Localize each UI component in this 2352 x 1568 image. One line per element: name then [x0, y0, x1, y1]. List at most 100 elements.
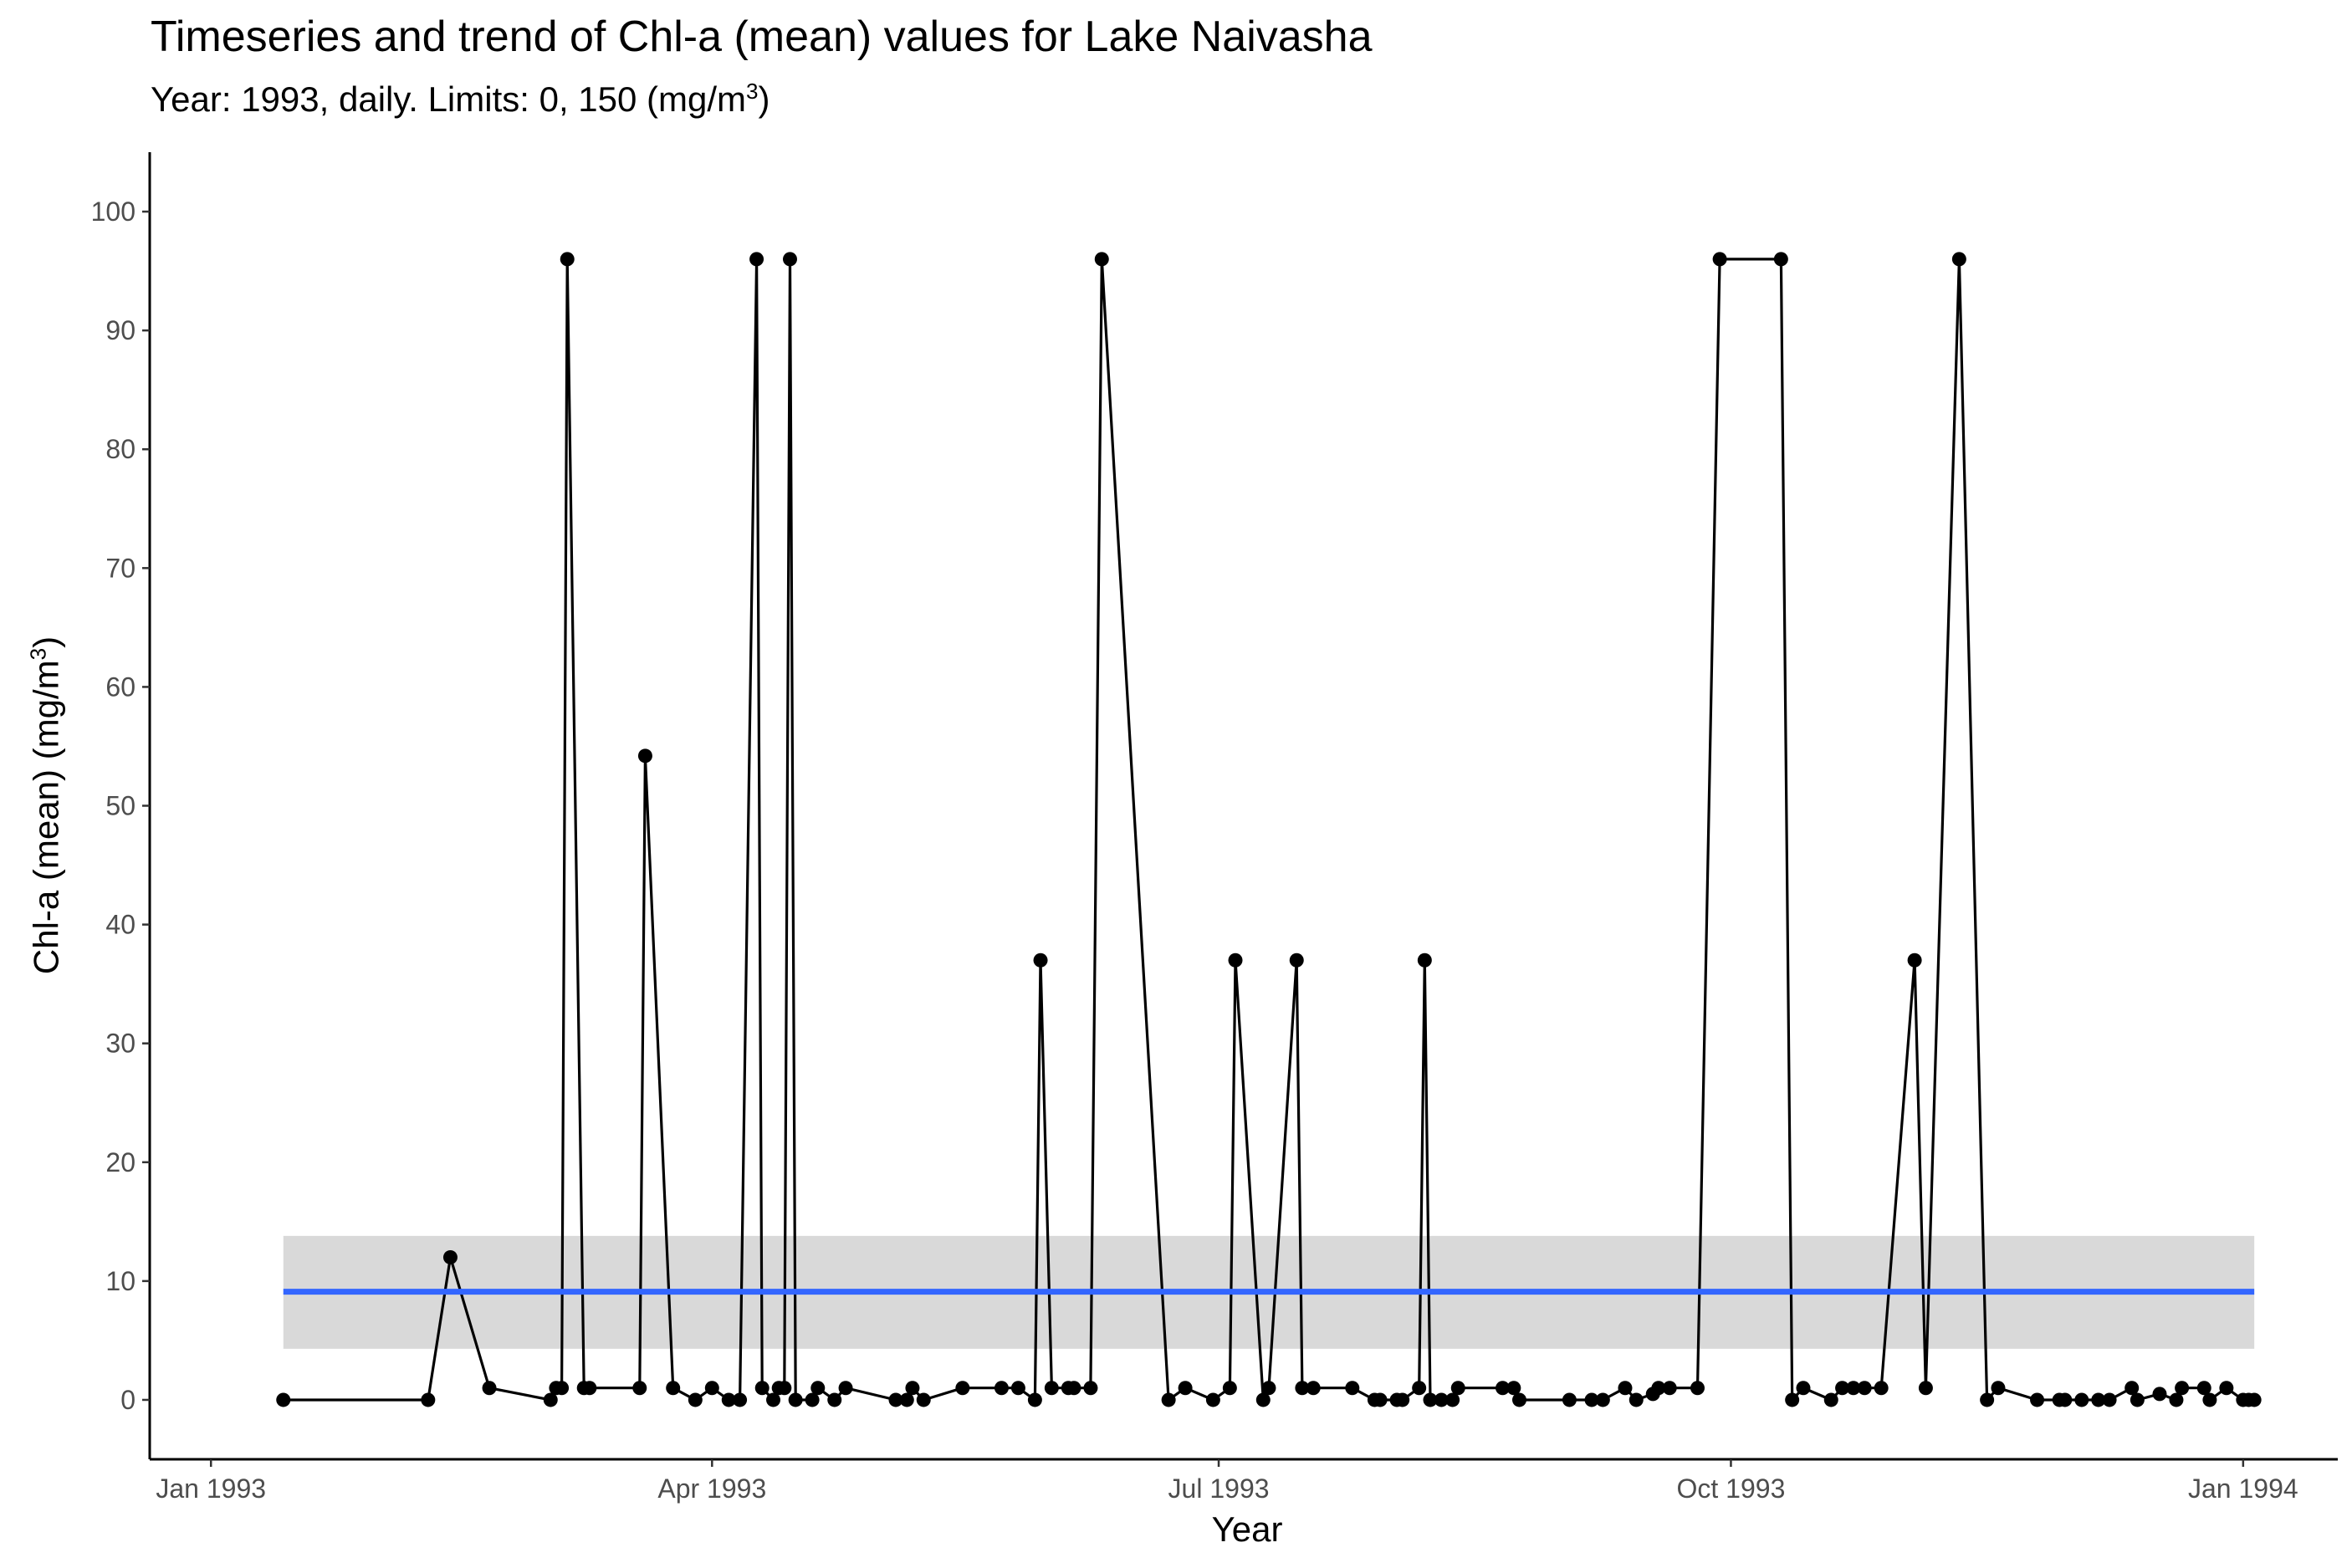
x-tick-label: Jan 1994: [2188, 1474, 2298, 1504]
data-point: [1584, 1392, 1599, 1407]
points-layer: [276, 252, 2262, 1407]
data-point: [1044, 1381, 1059, 1396]
axes-layer: 0 10 20 30 40 50 60 70 80 90 100 Jan 1993 Apr 1993 Ju…: [91, 152, 2338, 1504]
x-tick-label: Jul 1993: [1168, 1474, 1270, 1504]
data-point: [442, 1249, 458, 1264]
data-point: [888, 1392, 903, 1407]
data-point: [1951, 252, 1966, 267]
data-point: [688, 1392, 703, 1407]
data-point: [1395, 1392, 1410, 1407]
data-point: [2058, 1392, 2073, 1407]
data-point: [749, 252, 764, 267]
data-point: [788, 1392, 803, 1407]
data-point: [704, 1381, 719, 1396]
data-point: [2091, 1392, 2106, 1407]
data-point: [1289, 953, 1304, 968]
data-point: [1618, 1381, 1633, 1396]
data-point: [2202, 1392, 2217, 1407]
data-point: [1094, 252, 1109, 267]
x-tick-label: Apr 1993: [657, 1474, 766, 1504]
data-point: [276, 1392, 291, 1407]
x-axis-title: Year: [1211, 1509, 1283, 1549]
data-point: [2219, 1381, 2234, 1396]
x-tick-label: Jan 1993: [156, 1474, 266, 1504]
data-point: [1412, 1381, 1427, 1396]
y-tick-label: 50: [105, 791, 135, 821]
y-tick-label: 10: [105, 1266, 135, 1296]
data-point: [2130, 1392, 2145, 1407]
data-point: [2247, 1392, 2262, 1407]
data-point: [1010, 1381, 1025, 1396]
y-tick-label: 70: [105, 553, 135, 583]
data-point: [1595, 1392, 1610, 1407]
data-point: [777, 1381, 792, 1396]
chart-subtitle: Year: 1993, daily. Limits: 0, 150 (mg/m3…: [151, 79, 770, 119]
y-tick-label: 100: [91, 197, 135, 227]
y-tick-label: 90: [105, 315, 135, 345]
data-point: [1562, 1392, 1577, 1407]
data-point: [1417, 953, 1432, 968]
data-point: [955, 1381, 970, 1396]
data-point: [1785, 1392, 1800, 1407]
data-point: [2169, 1392, 2184, 1407]
data-point: [1712, 252, 1727, 267]
data-point: [1161, 1392, 1176, 1407]
data-point: [543, 1392, 558, 1407]
data-point: [421, 1392, 436, 1407]
data-point: [1823, 1392, 1838, 1407]
series-line: [283, 258, 2255, 1402]
y-tick-label: 30: [105, 1029, 135, 1059]
data-point: [905, 1381, 920, 1396]
data-point: [666, 1381, 681, 1396]
data-point: [1506, 1381, 1521, 1396]
data-point: [482, 1381, 497, 1396]
data-point: [916, 1392, 931, 1407]
data-point: [1773, 252, 1788, 267]
data-point: [1835, 1381, 1850, 1396]
data-point: [2196, 1381, 2211, 1396]
data-point: [637, 748, 652, 764]
data-point: [1991, 1381, 2006, 1396]
data-point: [1907, 953, 1922, 968]
data-point: [899, 1392, 914, 1407]
data-point: [827, 1392, 842, 1407]
data-point: [582, 1381, 597, 1396]
data-point: [1066, 1381, 1081, 1396]
chart-title: Timeseries and trend of Chl-a (mean) val…: [151, 13, 1373, 61]
data-point: [1511, 1392, 1526, 1407]
data-point: [1690, 1381, 1705, 1396]
data-point: [994, 1381, 1009, 1396]
data-point: [555, 1381, 570, 1396]
data-point: [1796, 1381, 1811, 1396]
data-point: [2030, 1392, 2045, 1407]
data-point: [1373, 1392, 1388, 1407]
data-point: [1846, 1381, 1861, 1396]
data-point: [2124, 1381, 2140, 1396]
data-point: [1222, 1381, 1237, 1396]
data-point: [1874, 1381, 1889, 1396]
series-layer: [283, 258, 2255, 1402]
data-point: [1496, 1381, 1511, 1396]
data-point: [1980, 1392, 1995, 1407]
data-point: [632, 1381, 647, 1396]
y-tick-label: 40: [105, 910, 135, 940]
data-point: [2175, 1381, 2190, 1396]
data-point: [1255, 1392, 1271, 1407]
data-point: [1629, 1392, 1644, 1407]
x-tick-label: Oct 1993: [1677, 1474, 1786, 1504]
data-point: [1205, 1392, 1220, 1407]
data-point: [1345, 1381, 1360, 1396]
data-point: [1295, 1381, 1310, 1396]
y-tick-label: 0: [120, 1385, 135, 1415]
data-point: [810, 1381, 826, 1396]
data-point: [1450, 1381, 1465, 1396]
data-point: [1434, 1392, 1449, 1407]
data-point: [754, 1381, 770, 1396]
data-point: [1083, 1381, 1098, 1396]
y-tick-label: 60: [105, 672, 135, 702]
data-point: [1261, 1381, 1276, 1396]
data-point: [1027, 1392, 1042, 1407]
data-point: [1033, 953, 1048, 968]
y-tick-label: 80: [105, 434, 135, 464]
